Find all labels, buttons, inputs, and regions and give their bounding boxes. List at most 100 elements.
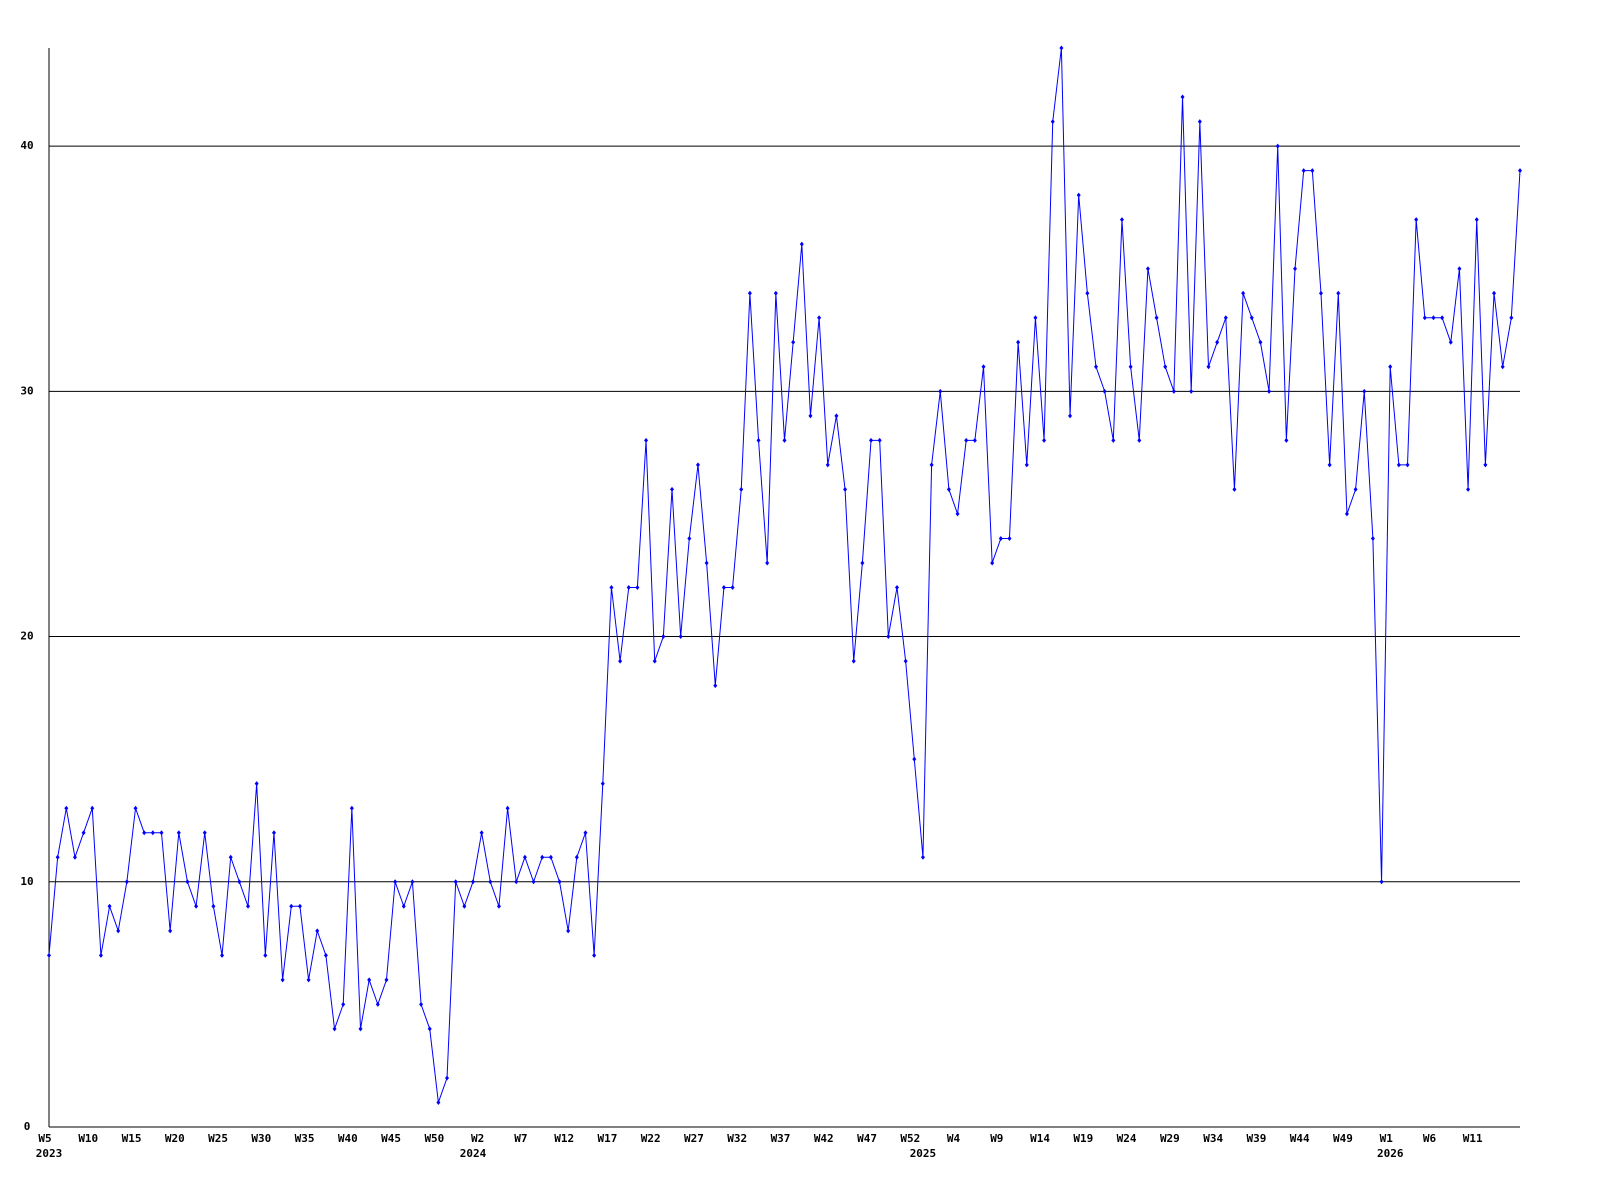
- marker: [1362, 388, 1367, 394]
- marker: [557, 879, 562, 885]
- marker: [687, 535, 692, 541]
- marker: [1483, 462, 1488, 468]
- marker: [194, 903, 199, 909]
- marker: [116, 928, 121, 934]
- marker: [808, 413, 813, 419]
- marker: [695, 462, 700, 468]
- marker: [1050, 119, 1055, 125]
- marker: [220, 952, 225, 958]
- marker: [1440, 315, 1445, 321]
- marker: [938, 388, 943, 394]
- y-tick-label: 10: [20, 875, 33, 888]
- marker: [1016, 339, 1021, 345]
- marker: [1414, 217, 1419, 223]
- marker: [393, 879, 398, 885]
- marker: [419, 1001, 424, 1007]
- x-tick-label: W24: [1117, 1132, 1137, 1145]
- marker: [981, 364, 986, 370]
- marker: [929, 462, 934, 468]
- x-tick-label: W37: [771, 1132, 791, 1145]
- marker: [107, 903, 112, 909]
- marker: [998, 535, 1003, 541]
- marker: [592, 952, 597, 958]
- marker: [799, 241, 804, 247]
- marker: [306, 977, 311, 983]
- marker: [479, 830, 484, 836]
- marker: [1180, 94, 1185, 100]
- marker: [1137, 437, 1142, 443]
- marker: [289, 903, 294, 909]
- x-tick-label: W15: [122, 1132, 142, 1145]
- x-tick-label: W22: [641, 1132, 661, 1145]
- marker: [1344, 511, 1349, 517]
- marker: [142, 830, 147, 836]
- marker: [903, 658, 908, 664]
- x-tick-label: W45: [381, 1132, 401, 1145]
- marker: [1275, 143, 1280, 149]
- marker: [1171, 388, 1176, 394]
- marker: [436, 1099, 441, 1105]
- marker: [271, 830, 276, 836]
- x-year-label: 2025: [910, 1147, 937, 1160]
- marker: [1154, 315, 1159, 321]
- x-year-label: 2026: [1377, 1147, 1404, 1160]
- x-tick-label: W49: [1333, 1132, 1353, 1145]
- marker: [1466, 486, 1471, 492]
- x-year-label: 2023: [36, 1147, 63, 1160]
- x-tick-label: W6: [1423, 1132, 1437, 1145]
- marker: [1068, 413, 1073, 419]
- marker: [1301, 168, 1306, 174]
- marker: [635, 585, 640, 590]
- x-tick-label: W47: [857, 1132, 877, 1145]
- marker: [791, 339, 796, 345]
- marker: [756, 437, 761, 443]
- marker: [1197, 119, 1202, 125]
- marker: [1284, 437, 1289, 443]
- marker: [1145, 266, 1150, 272]
- marker: [1111, 437, 1116, 443]
- marker: [185, 879, 190, 885]
- x-tick-label: W52: [900, 1132, 920, 1145]
- x-tick-label: W39: [1246, 1132, 1266, 1145]
- marker: [644, 437, 649, 443]
- marker: [375, 1001, 380, 1007]
- x-tick-label: W19: [1073, 1132, 1093, 1145]
- marker: [1318, 290, 1323, 296]
- x-tick-label: W30: [251, 1132, 271, 1145]
- marker: [1163, 364, 1168, 370]
- marker: [912, 756, 917, 762]
- marker: [1085, 290, 1090, 296]
- marker: [964, 437, 969, 443]
- marker: [765, 560, 770, 566]
- marker: [1388, 364, 1393, 370]
- marker: [1241, 290, 1246, 296]
- marker: [1223, 315, 1228, 321]
- marker: [90, 805, 95, 811]
- y-tick-label: 0: [24, 1120, 31, 1133]
- line: [48, 47, 1521, 1103]
- marker: [1379, 879, 1384, 885]
- y-tick-label: 40: [20, 139, 33, 152]
- marker: [955, 511, 960, 517]
- marker: [1396, 462, 1401, 468]
- marker: [254, 781, 259, 787]
- marker: [202, 830, 207, 836]
- marker: [1024, 462, 1029, 468]
- marker: [505, 805, 510, 811]
- marker: [618, 658, 623, 664]
- marker: [851, 658, 856, 664]
- marker: [661, 634, 666, 640]
- marker: [1094, 364, 1099, 370]
- marker: [47, 952, 51, 958]
- marker: [713, 683, 718, 689]
- marker: [297, 903, 302, 909]
- x-tick-label: W2: [471, 1132, 484, 1145]
- x-tick-label: W44: [1290, 1132, 1310, 1145]
- marker: [1206, 364, 1211, 370]
- marker: [1258, 339, 1263, 345]
- marker: [263, 952, 268, 958]
- marker: [1119, 217, 1124, 223]
- marker: [1500, 364, 1505, 370]
- marker: [1448, 339, 1453, 345]
- marker: [228, 854, 233, 860]
